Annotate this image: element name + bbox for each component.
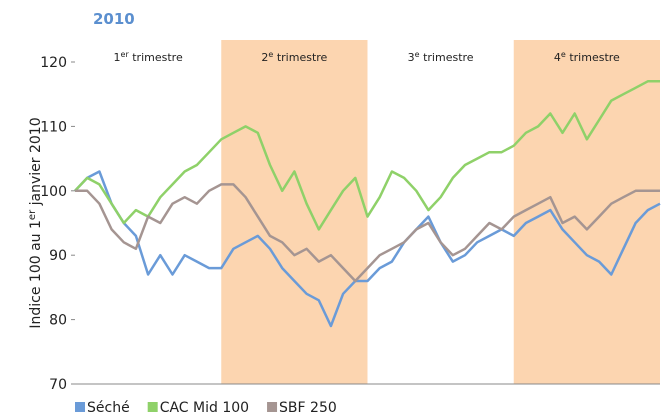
quarter-number: 1 xyxy=(114,51,121,64)
quarter-label: 4e trimestre xyxy=(554,50,620,64)
series-line xyxy=(74,170,661,328)
y-tick-label: 100 xyxy=(40,184,67,200)
quarter-label: 3e trimestre xyxy=(408,50,474,64)
quarter-sup: er xyxy=(121,50,130,59)
legend-swatch xyxy=(75,402,85,412)
y-tick-label: 110 xyxy=(40,119,67,135)
legend-label: SBF 250 xyxy=(279,400,337,416)
y-tick-label: 90 xyxy=(49,248,67,264)
quarter-band xyxy=(221,40,368,384)
legend-swatch xyxy=(147,402,158,412)
quarter-sup: e xyxy=(561,50,566,59)
quarter-text: trimestre xyxy=(566,51,620,64)
quarter-band xyxy=(513,40,660,384)
y-axis-label: Indice 100 au 1er janvier 2010 xyxy=(27,117,44,328)
quarter-number: 2 xyxy=(261,51,268,64)
quarter-label: 2e trimestre xyxy=(261,50,327,64)
quarter-number: 3 xyxy=(408,51,415,64)
quarter-text: trimestre xyxy=(420,51,474,64)
y-label-sup: er xyxy=(27,209,38,220)
y-tick-label: 70 xyxy=(49,377,67,393)
chart-title: 2010 xyxy=(93,10,135,28)
series-line xyxy=(75,183,660,283)
quarter-sup: e xyxy=(268,50,273,59)
y-tick-label: 80 xyxy=(49,313,67,329)
y-label-rest: janvier 2010 xyxy=(28,117,44,209)
quarter-number: 4 xyxy=(554,51,561,64)
quarter-text: trimestre xyxy=(129,51,183,64)
quarter-label: 1er trimestre xyxy=(114,50,183,64)
quarter-sup: e xyxy=(415,50,420,59)
legend-swatch xyxy=(267,402,278,412)
legend-label: CAC Mid 100 xyxy=(160,400,249,416)
quarter-text: trimestre xyxy=(273,51,327,64)
series-line xyxy=(74,80,660,231)
y-label-main: Indice 100 au 1 xyxy=(28,220,44,329)
legend-label: Séché xyxy=(87,400,130,416)
y-tick-label: 120 xyxy=(40,55,67,71)
